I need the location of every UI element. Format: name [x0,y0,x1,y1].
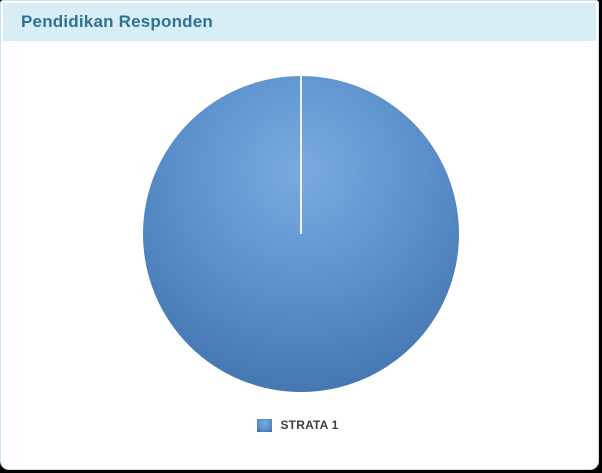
chart-legend: STRATA 1 [1,418,595,432]
pie-chart: STRATA 1 [1,41,598,469]
pie-slice-separator [300,76,302,234]
card-header: Pendidikan Responden [3,3,596,41]
chart-title: Pendidikan Responden [21,12,213,31]
legend-label-strata1[interactable]: STRATA 1 [280,418,339,432]
pie-slice-strata1[interactable] [143,76,459,392]
legend-swatch-strata1[interactable] [257,418,273,432]
